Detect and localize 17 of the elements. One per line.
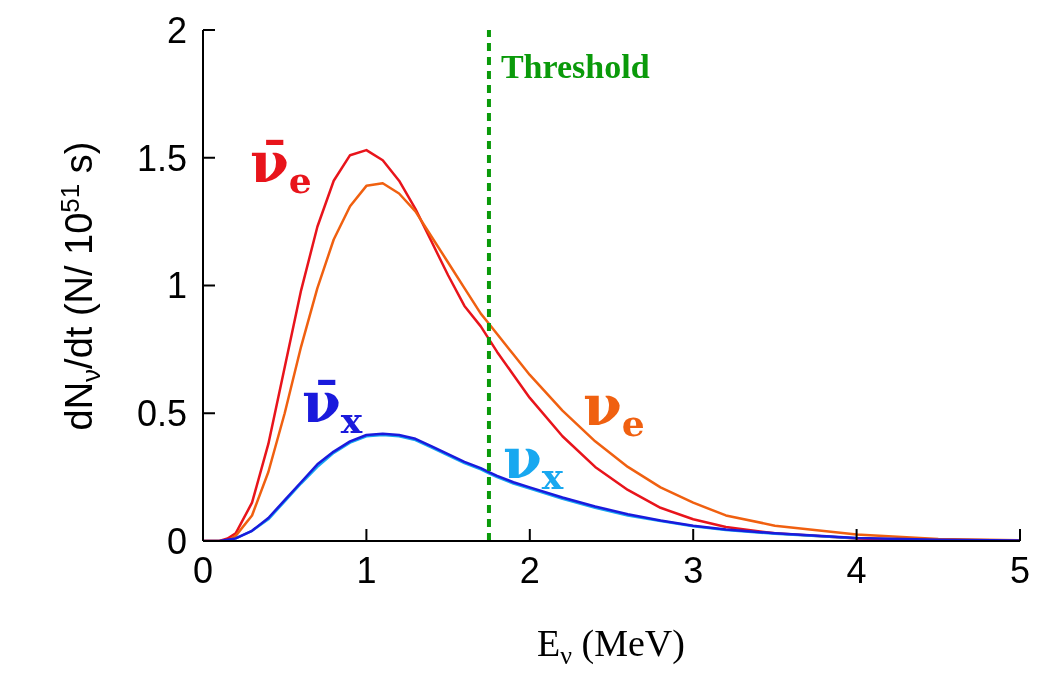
series-label: ν$_{e}$ [583,372,645,444]
y-tick-label: 1.5 [136,137,187,179]
series-label: ν̄$_{x}$ [302,369,363,441]
y-tick-label: 2 [166,9,187,51]
ref-line-label: Threshold [500,48,650,85]
y-tick-label: 1 [166,265,187,307]
x-tick-label: 5 [1009,549,1031,591]
x-axis-title: E$_{ν}$ (MeV) [537,622,685,670]
y-tick-label: 0 [166,520,187,562]
series-label: ν$_{x}$ [503,425,564,497]
y-tick-label: 0.5 [136,393,187,435]
x-tick-label: 0 [192,549,214,591]
x-tick-label: 3 [683,549,704,591]
x-tick-label: 1 [356,549,377,591]
x-tick-label: 2 [519,549,540,591]
series-label: ν̄$_{e}$ [250,129,312,201]
x-tick-label: 4 [846,549,867,591]
